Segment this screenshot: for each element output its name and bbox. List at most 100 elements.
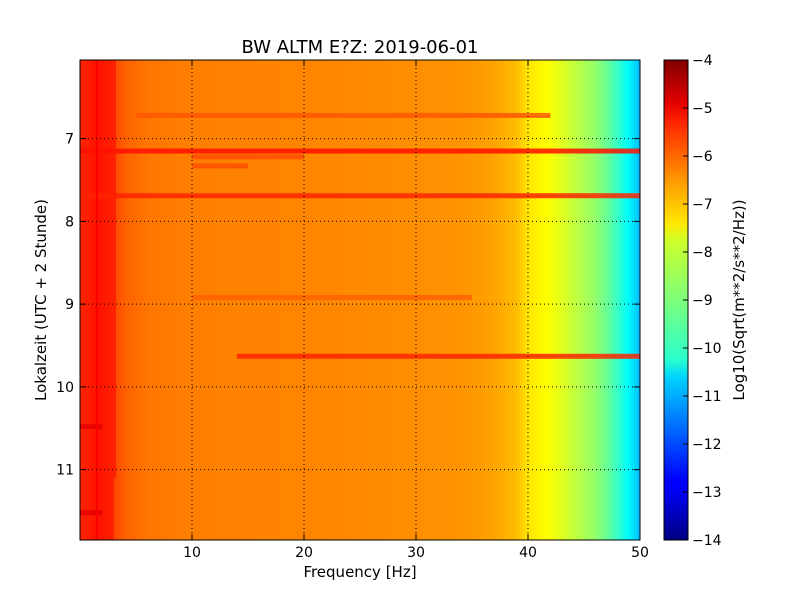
- heatmap-column: [567, 60, 571, 540]
- heatmap-column: [119, 60, 123, 540]
- heatmap-column: [528, 60, 532, 540]
- spectral-band: [80, 510, 103, 516]
- heatmap-column: [584, 60, 588, 540]
- heatmap-column: [480, 60, 484, 540]
- heatmap-column: [491, 60, 495, 540]
- spectral-band: [80, 148, 640, 154]
- heatmap-column: [169, 60, 173, 540]
- heatmap-column: [623, 60, 627, 540]
- y-tick-label: 8: [65, 214, 74, 230]
- x-tick-label: 50: [631, 545, 649, 561]
- y-tick-label: 10: [56, 380, 74, 396]
- heatmap-column: [189, 60, 193, 540]
- colorbar-ticks: −4 −5 −6 −7 −8 −9 −10 −11 −12 −13 −14: [683, 53, 722, 549]
- heatmap-column: [136, 60, 140, 540]
- vertical-feature: [113, 60, 116, 478]
- heatmap-column: [570, 60, 574, 540]
- heatmap-column: [486, 60, 490, 540]
- colorbar-tick-label: −14: [692, 533, 722, 549]
- heatmap-column: [116, 60, 120, 540]
- heatmap-column: [558, 60, 563, 540]
- colorbar-tick-label: −8: [692, 245, 713, 261]
- heatmap-column: [542, 60, 546, 540]
- heatmap-column: [130, 60, 134, 540]
- heatmap-column: [556, 60, 560, 540]
- heatmap-column: [500, 60, 504, 540]
- heatmap-column: [183, 60, 187, 540]
- heatmap-column: [138, 60, 143, 540]
- colorbar: −4 −5 −6 −7 −8 −9 −10 −11 −12 −13 −14 Log10(Sqrt(m…: [663, 53, 748, 549]
- heatmap-column: [152, 60, 157, 540]
- x-tick-label: 40: [519, 545, 537, 561]
- heatmap-column: [592, 60, 596, 540]
- heatmap-column: [175, 60, 179, 540]
- heatmap-column: [516, 60, 521, 540]
- colorbar-tick-label: −10: [692, 341, 722, 357]
- x-tick-label: 10: [183, 545, 201, 561]
- heatmap-column: [614, 60, 619, 540]
- x-axis: 10 20 30 40 50: [183, 60, 649, 561]
- heatmap-column: [637, 60, 640, 540]
- heatmap-column: [606, 60, 610, 540]
- colorbar-tick-label: −4: [692, 53, 713, 69]
- heatmap-column: [575, 60, 579, 540]
- vertical-feature: [95, 60, 98, 540]
- y-axis-label: Lokalzeit (UTC + 2 Stunde): [32, 199, 50, 401]
- heatmap-column: [511, 60, 515, 540]
- spectral-band: [136, 112, 551, 118]
- heatmap-column: [561, 60, 565, 540]
- spectral-band: [192, 163, 248, 169]
- heatmap-column: [166, 60, 171, 540]
- heatmap-column: [124, 60, 129, 540]
- heatmap-column: [494, 60, 498, 540]
- y-tick-label: 9: [65, 297, 74, 313]
- heatmap-column: [164, 60, 168, 540]
- heatmap-column: [612, 60, 616, 540]
- heatmap-column: [122, 60, 126, 540]
- grid-lines: [80, 60, 640, 540]
- heatmap-column: [581, 60, 585, 540]
- heatmap-column: [564, 60, 568, 540]
- y-tick-label: 7: [65, 132, 74, 148]
- heatmap-column: [158, 60, 162, 540]
- heatmap-column: [477, 60, 481, 540]
- x-axis-label: Frequency [Hz]: [303, 563, 416, 581]
- heatmap-column: [631, 60, 635, 540]
- heatmap-column: [186, 60, 190, 540]
- colorbar-tick-label: −9: [692, 293, 713, 309]
- colorbar-tick-label: −7: [692, 197, 713, 213]
- heatmap-column: [505, 60, 509, 540]
- plot-area: [80, 60, 640, 540]
- heatmap-column: [147, 60, 151, 540]
- spectral-band: [80, 424, 103, 430]
- heatmap-column: [497, 60, 501, 540]
- spectral-band: [192, 295, 472, 301]
- heatmap-column: [634, 60, 638, 540]
- heatmap-column: [519, 60, 523, 540]
- heatmap-column: [474, 60, 479, 540]
- heatmap-column: [133, 60, 137, 540]
- spectral-band: [80, 193, 640, 199]
- heatmap-column: [141, 60, 145, 540]
- chart-title: BW ALTM E?Z: 2019-06-01: [242, 37, 479, 58]
- spectral-band: [192, 154, 304, 160]
- heatmap-column: [550, 60, 554, 540]
- heatmap-column: [617, 60, 621, 540]
- heatmap-column: [589, 60, 593, 540]
- heatmap-column: [595, 60, 599, 540]
- heatmap-column: [539, 60, 543, 540]
- heatmap-column: [603, 60, 607, 540]
- heatmap-column: [600, 60, 605, 540]
- heatmap-column: [530, 60, 535, 540]
- colorbar-tick-label: −13: [692, 485, 722, 501]
- heatmap-column: [514, 60, 518, 540]
- colorbar-label: Log10(Sqrt(m**2/s**2/Hz)): [730, 199, 748, 400]
- heatmap-column: [578, 60, 582, 540]
- spectral-band: [236, 353, 640, 359]
- heatmap-column: [609, 60, 613, 540]
- x-tick-label: 30: [407, 545, 425, 561]
- heatmap-column: [626, 60, 630, 540]
- heatmap-column: [161, 60, 165, 540]
